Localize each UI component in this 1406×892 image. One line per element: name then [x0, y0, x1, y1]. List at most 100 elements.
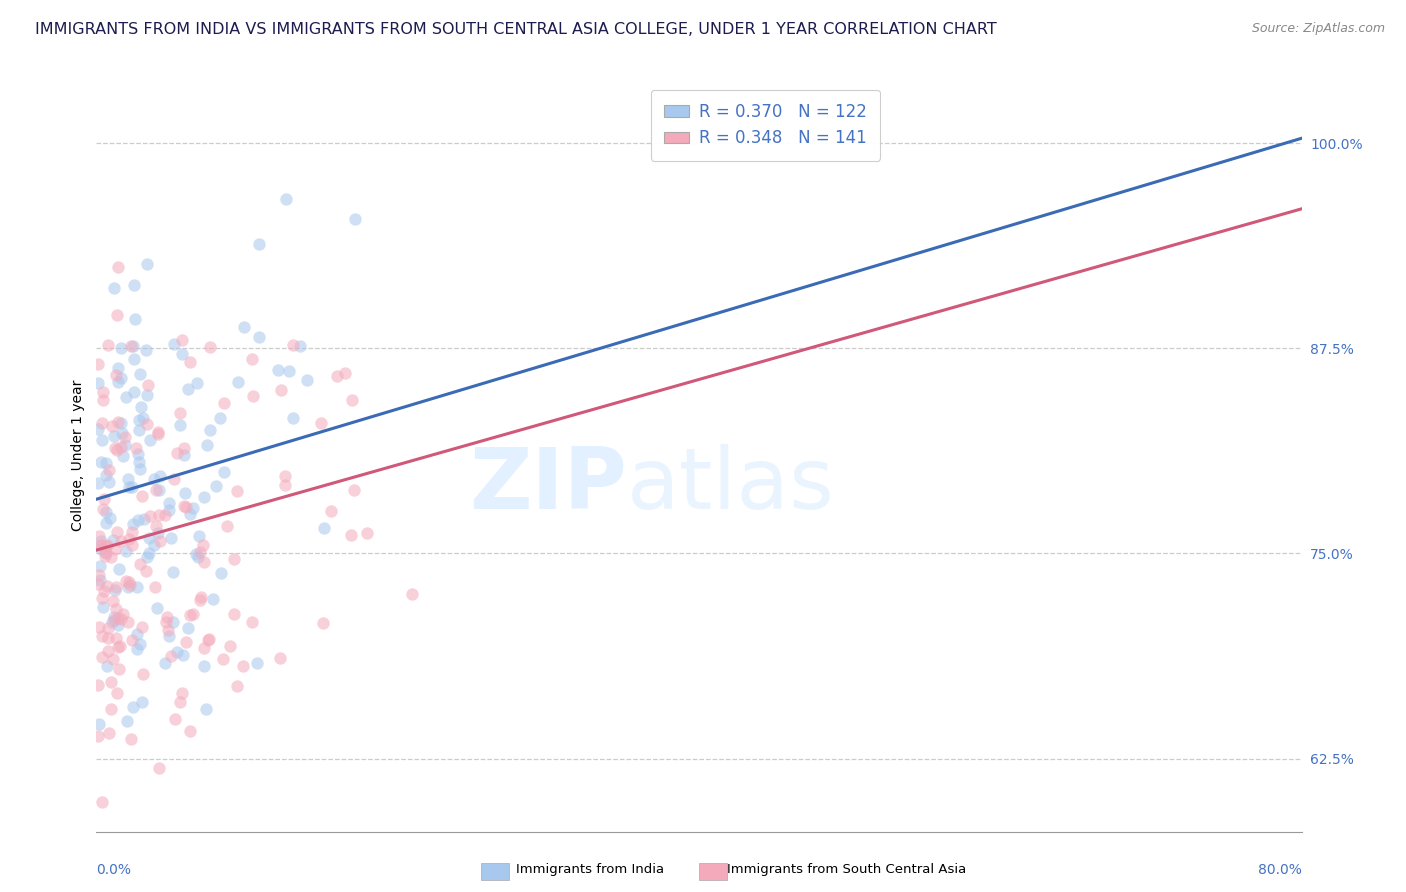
Point	[270, 384, 292, 398]
Point	[117, 472, 139, 486]
Point	[87, 476, 110, 491]
Point	[225, 484, 247, 499]
Point	[90, 533, 112, 548]
Point	[312, 521, 335, 535]
Point	[91, 502, 114, 516]
Text: 0.0%: 0.0%	[97, 863, 131, 878]
Point	[278, 364, 301, 378]
Point	[138, 546, 160, 560]
Point	[138, 378, 160, 392]
Point	[288, 339, 311, 353]
Point	[240, 351, 263, 366]
Point	[118, 575, 141, 590]
Point	[114, 430, 136, 444]
Point	[232, 659, 254, 673]
Point	[356, 525, 378, 540]
Point	[115, 714, 138, 728]
Point	[108, 562, 131, 576]
Point	[121, 525, 143, 540]
Point	[91, 600, 114, 615]
Point	[107, 260, 129, 274]
Point	[117, 615, 139, 630]
Point	[165, 712, 187, 726]
Point	[107, 415, 129, 429]
Point	[156, 624, 179, 638]
Point	[104, 441, 127, 455]
Text: Immigrants from India: Immigrants from India	[516, 863, 665, 876]
Point	[97, 632, 120, 646]
Point	[195, 437, 218, 451]
Point	[276, 192, 298, 206]
Point	[211, 652, 233, 666]
Point	[179, 724, 201, 739]
Point	[401, 587, 423, 601]
Point	[214, 465, 236, 479]
Point	[98, 511, 121, 525]
Point	[172, 648, 194, 662]
Point	[135, 550, 157, 565]
Point	[172, 686, 194, 700]
Point	[107, 662, 129, 676]
Point	[326, 368, 349, 383]
Text: Source: ZipAtlas.com: Source: ZipAtlas.com	[1251, 22, 1385, 36]
Point	[129, 461, 152, 475]
Point	[139, 508, 162, 523]
Point	[174, 500, 197, 514]
Point	[117, 580, 139, 594]
Point	[91, 384, 114, 399]
Point	[107, 611, 129, 625]
Point	[97, 463, 120, 477]
Point	[208, 411, 231, 425]
Point	[170, 346, 193, 360]
Point	[90, 539, 112, 553]
Point	[193, 658, 215, 673]
Point	[247, 329, 270, 343]
Point	[274, 478, 297, 492]
Point	[87, 577, 110, 591]
Point	[100, 675, 122, 690]
Point	[212, 396, 235, 410]
Point	[246, 656, 269, 670]
Point	[103, 613, 125, 627]
Point	[157, 629, 180, 643]
Point	[145, 483, 167, 497]
Point	[89, 558, 111, 573]
Point	[110, 416, 132, 430]
Point	[110, 440, 132, 454]
Point	[193, 555, 215, 569]
Point	[105, 442, 128, 457]
Point	[118, 480, 141, 494]
Point	[125, 642, 148, 657]
Point	[93, 491, 115, 506]
Point	[242, 389, 264, 403]
Point	[273, 469, 295, 483]
Point	[117, 533, 139, 547]
Point	[90, 795, 112, 809]
Point	[87, 729, 110, 743]
Point	[179, 507, 201, 521]
Point	[132, 411, 155, 425]
Point	[111, 449, 134, 463]
Point	[103, 281, 125, 295]
Point	[131, 489, 153, 503]
Text: 80.0%: 80.0%	[1258, 863, 1302, 878]
Point	[107, 361, 129, 376]
Point	[193, 538, 215, 552]
Point	[177, 621, 200, 635]
Point	[90, 591, 112, 606]
Point	[110, 612, 132, 626]
Point	[224, 607, 246, 621]
Point	[96, 539, 118, 553]
Point	[146, 600, 169, 615]
Point	[101, 615, 124, 629]
Point	[160, 648, 183, 663]
Point	[198, 340, 221, 354]
Point	[148, 761, 170, 775]
Point	[344, 211, 367, 226]
Point	[103, 652, 125, 666]
Point	[173, 441, 195, 455]
Point	[94, 468, 117, 483]
Point	[143, 538, 166, 552]
Point	[110, 341, 132, 355]
Point	[166, 645, 188, 659]
